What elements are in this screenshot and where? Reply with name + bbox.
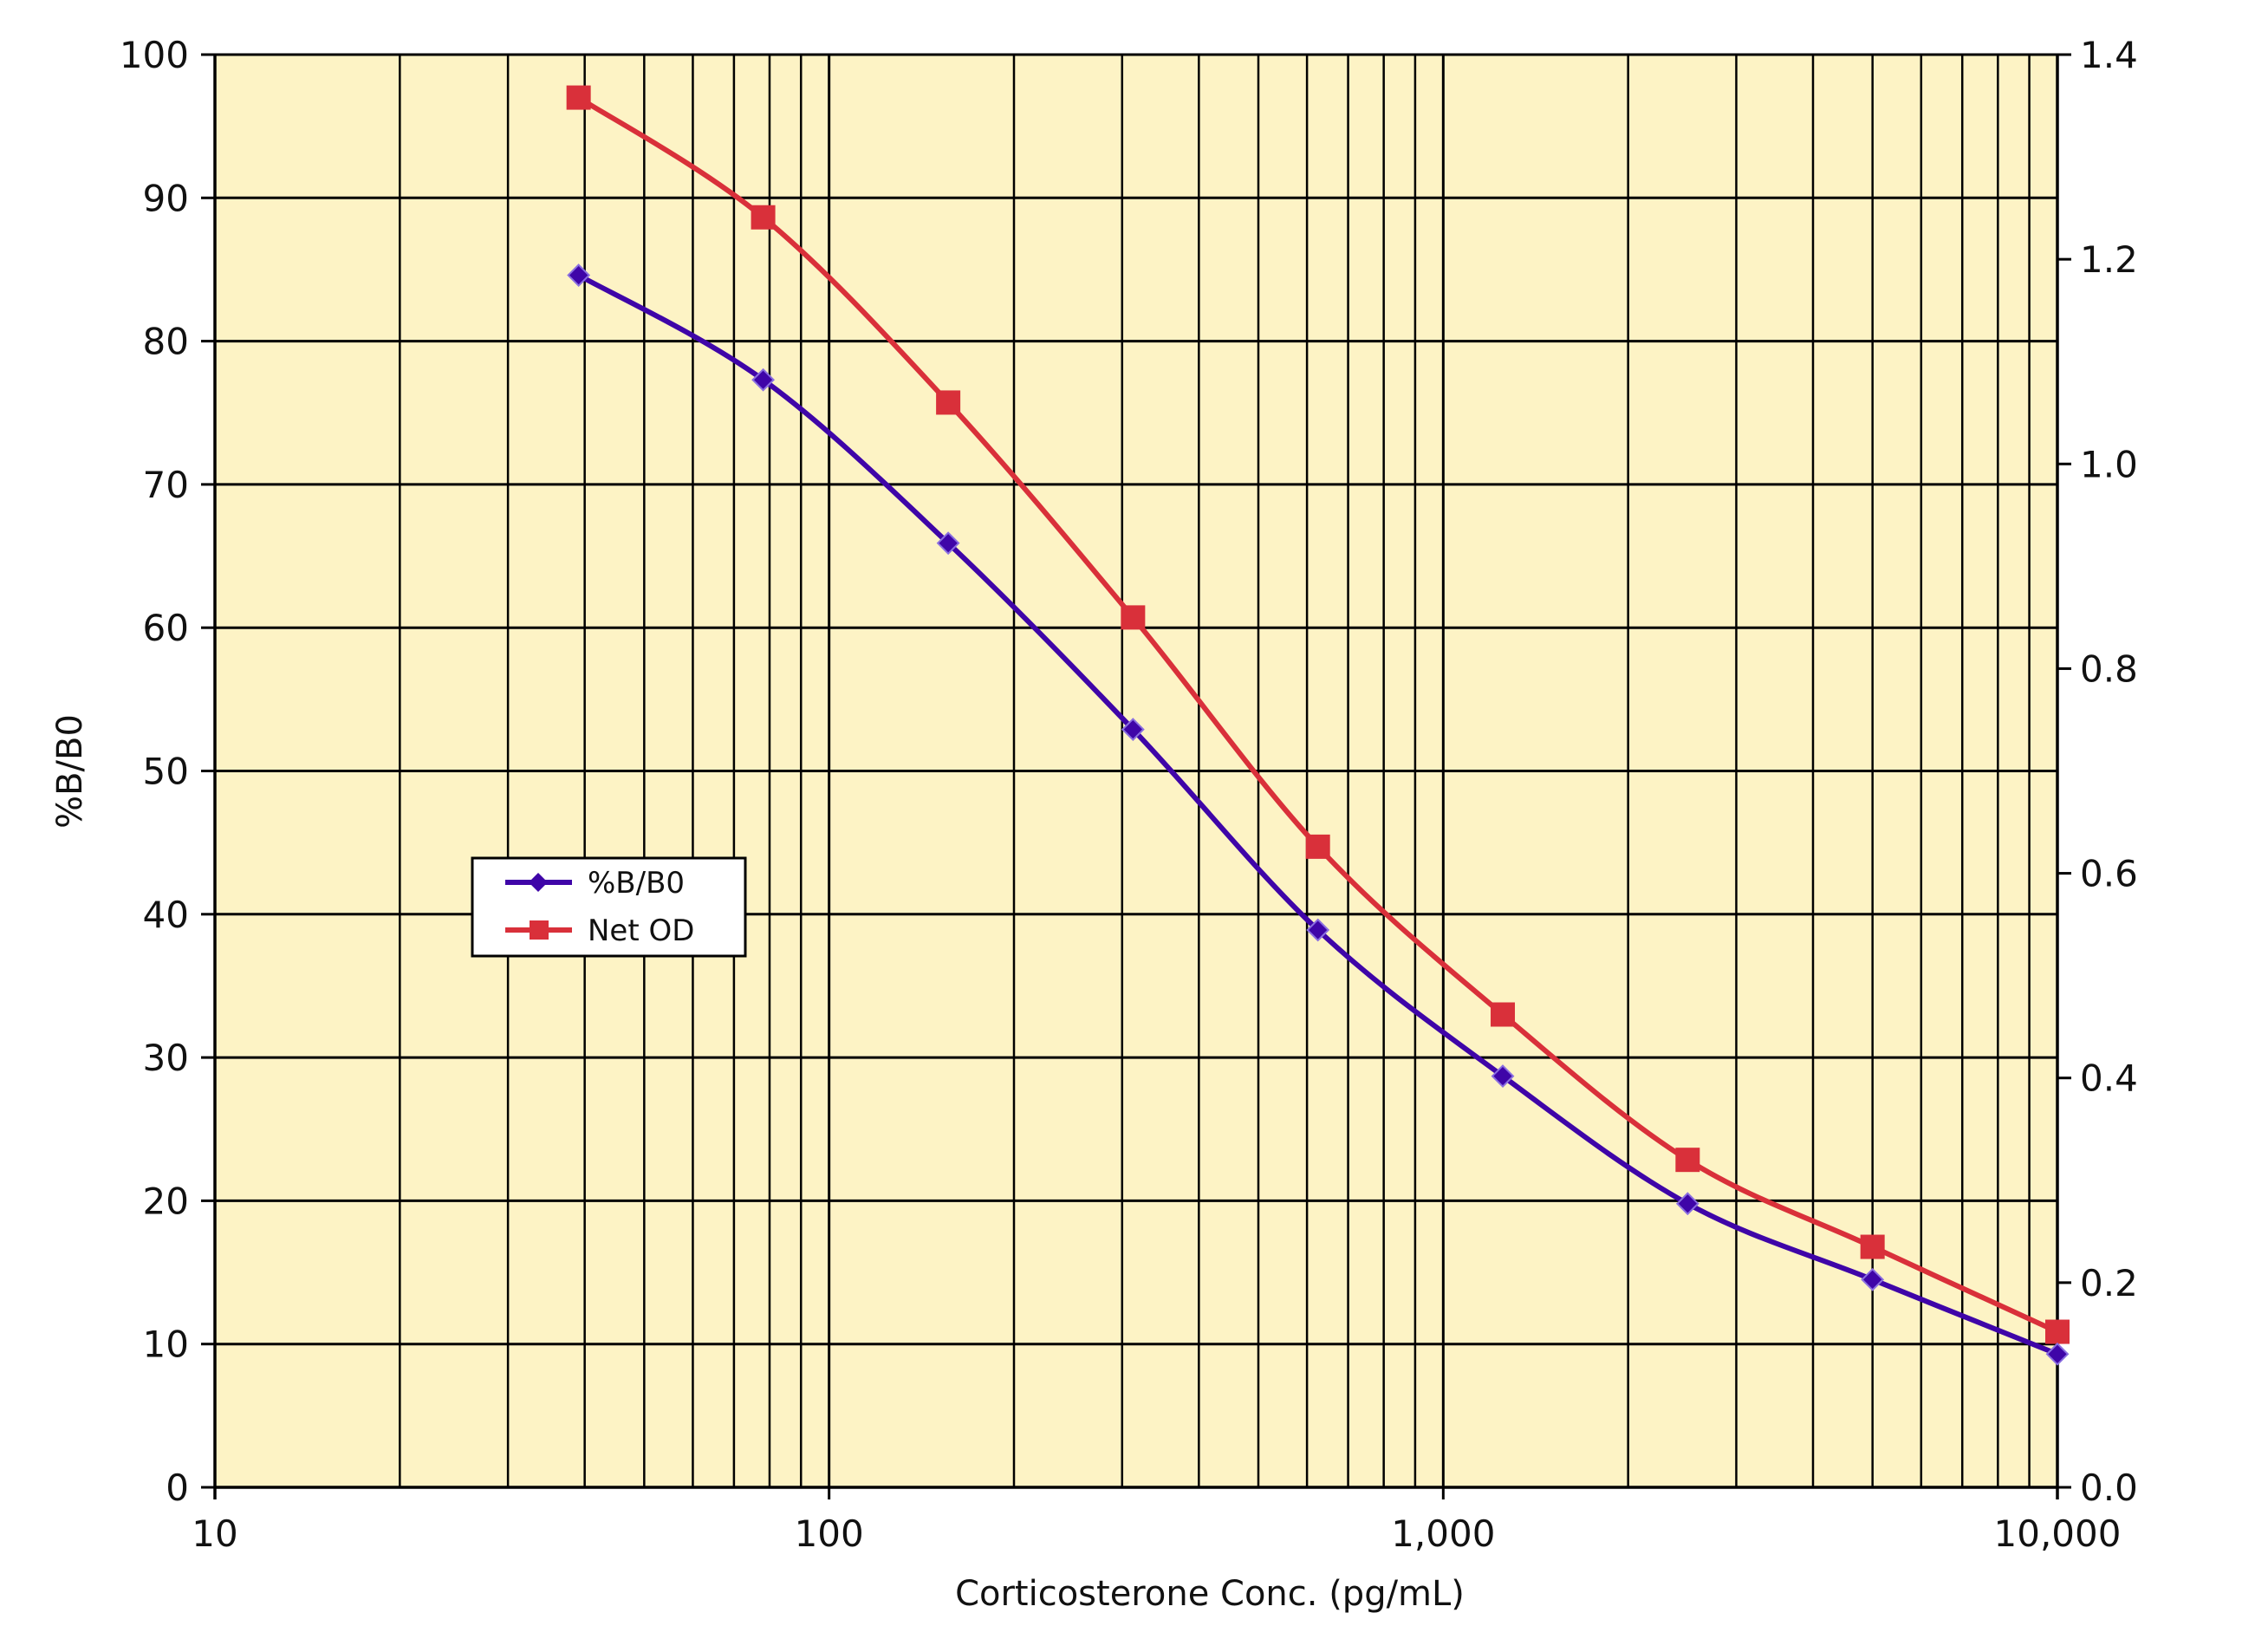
data-point-series-1 xyxy=(936,531,960,556)
data-point-series-1 xyxy=(2045,1342,2070,1366)
legend: %B/B0 Net OD xyxy=(471,856,747,958)
y2-tick-label: 0.2 xyxy=(2080,1262,2138,1304)
y-tick-label: 70 xyxy=(143,464,189,506)
legend-label-series-1: %B/B0 xyxy=(588,866,685,901)
legend-marker-series-1 xyxy=(529,873,548,892)
data-point-series-1 xyxy=(1861,1267,1885,1291)
y-tick-label: 50 xyxy=(143,751,189,793)
legend-label-series-2: Net OD xyxy=(588,914,694,948)
y-tick-label: 40 xyxy=(143,894,189,936)
data-point-series-2 xyxy=(1491,1002,1516,1027)
axes: 01020304050607080901000.00.20.40.60.81.0… xyxy=(120,34,2138,1555)
y-tick-label: 20 xyxy=(143,1180,189,1222)
data-point-series-1 xyxy=(1675,1192,1699,1216)
data-point-series-1 xyxy=(1491,1064,1515,1089)
x-tick-label: 10,000 xyxy=(1994,1512,2122,1555)
y2-tick-label: 0.8 xyxy=(2080,647,2138,690)
x-tick-label: 10 xyxy=(192,1512,237,1555)
data-point-series-1 xyxy=(567,263,591,287)
legend-box xyxy=(471,856,747,958)
y-axis-title: %B/B0 xyxy=(50,714,90,829)
y-tick-label: 80 xyxy=(143,321,189,363)
x-tick-label: 1,000 xyxy=(1391,1512,1495,1555)
x-axis-title: Corticosterone Conc. (pg/mL) xyxy=(955,1574,1465,1614)
data-point-series-1 xyxy=(1306,918,1330,942)
y2-tick-label: 1.0 xyxy=(2080,443,2138,485)
y-tick-label: 90 xyxy=(143,177,189,219)
data-point-series-2 xyxy=(1675,1148,1700,1173)
data-point-series-2 xyxy=(1305,834,1330,859)
y-tick-label: 100 xyxy=(120,34,189,76)
data-point-series-2 xyxy=(1860,1234,1885,1259)
series-line-2 xyxy=(577,95,2059,1335)
data-point-series-1 xyxy=(751,367,776,392)
y-tick-label: 10 xyxy=(143,1324,189,1366)
data-point-series-2 xyxy=(751,205,776,230)
data-point-series-2 xyxy=(566,85,591,110)
data-point-series-2 xyxy=(936,390,961,415)
data-point-series-2 xyxy=(2045,1319,2070,1344)
data-point-series-2 xyxy=(1121,605,1146,630)
data-point-series-1 xyxy=(1121,718,1145,741)
y2-tick-label: 0.4 xyxy=(2080,1057,2138,1100)
y2-tick-label: 1.2 xyxy=(2080,238,2138,281)
y-tick-label: 30 xyxy=(143,1037,189,1079)
y2-tick-label: 1.4 xyxy=(2080,34,2138,76)
y2-tick-label: 0.0 xyxy=(2080,1467,2138,1509)
x-tick-label: 100 xyxy=(795,1512,864,1555)
series-layer xyxy=(566,85,2070,1366)
y-tick-label: 0 xyxy=(166,1467,189,1509)
legend-marker-series-2 xyxy=(530,920,549,940)
y2-tick-label: 0.6 xyxy=(2080,853,2138,895)
y-tick-label: 60 xyxy=(143,607,189,649)
